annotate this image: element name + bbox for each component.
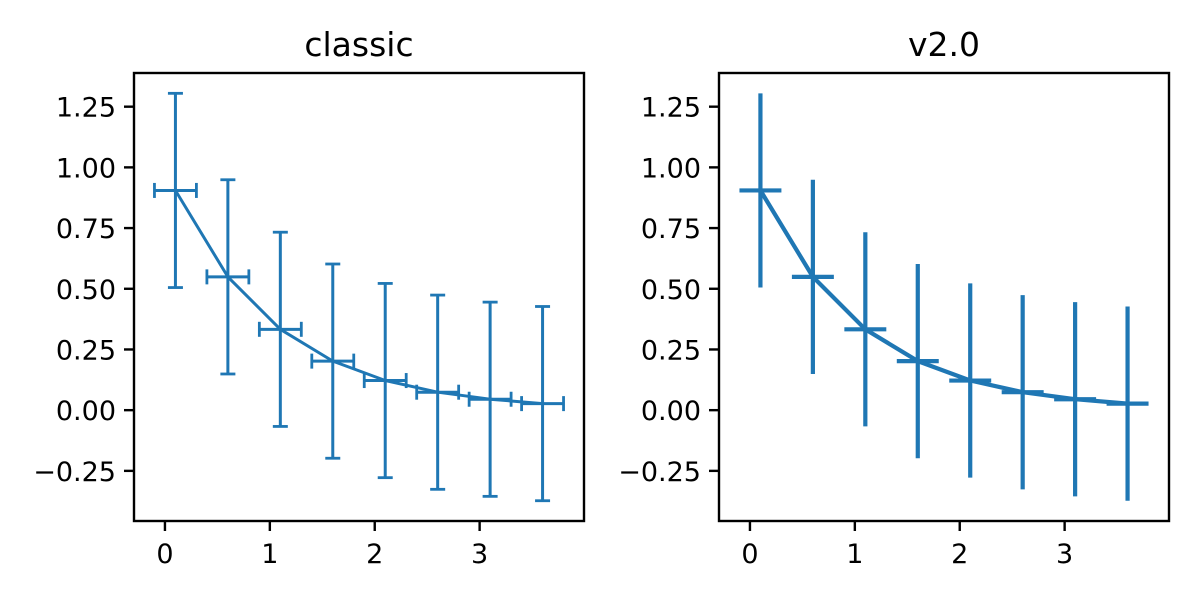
v2-y-tick-label: 1.25 bbox=[641, 93, 701, 124]
v2-axes-frame bbox=[717, 71, 1171, 523]
classic-y-tick-label: 0.00 bbox=[56, 396, 116, 427]
subplot-classic-title: classic bbox=[304, 25, 413, 64]
v2-errorbars bbox=[739, 93, 1149, 501]
classic-y-tick-label: 0.25 bbox=[56, 335, 116, 366]
v2-data-line bbox=[758, 189, 1128, 406]
classic-axes-frame bbox=[132, 71, 586, 523]
v2-x-tick-label: 1 bbox=[846, 539, 863, 570]
classic-x-tick-label: 3 bbox=[471, 539, 488, 570]
classic-data-line bbox=[174, 189, 543, 406]
v2-y-tick-label: 0.00 bbox=[641, 396, 701, 427]
subplot-v2-title: v2.0 bbox=[908, 25, 980, 64]
classic-y-tick-label: 0.75 bbox=[56, 214, 116, 245]
v2-y-tick-label: 0.50 bbox=[641, 275, 701, 306]
subplot-classic: 0 1 2 3 −0.25 0.00 0.25 0.50 0.75 1.00 1.25 bbox=[33, 71, 586, 570]
v2-y-tick-label: 0.75 bbox=[641, 214, 701, 245]
v2-y-tick-label: 0.25 bbox=[641, 335, 701, 366]
classic-x-tick-label: 0 bbox=[156, 539, 173, 570]
v2-y-tick-label: 1.00 bbox=[641, 153, 701, 184]
classic-y-tick-label: 1.00 bbox=[56, 153, 116, 184]
classic-y-tick-label: 1.25 bbox=[56, 93, 116, 124]
classic-y-tick-label: −0.25 bbox=[33, 457, 116, 488]
subplot-v2: 0 1 2 3 −0.25 0.00 0.25 0.50 0.75 1.00 1.25 bbox=[618, 71, 1171, 570]
classic-x-tick-label: 2 bbox=[366, 539, 383, 570]
v2-x-tick-label: 3 bbox=[1056, 539, 1073, 570]
classic-errorbars bbox=[153, 91, 565, 503]
v2-y-tick-label: −0.25 bbox=[618, 457, 701, 488]
classic-x-tick-label: 1 bbox=[261, 539, 278, 570]
v2-x-tick-label: 2 bbox=[951, 539, 968, 570]
v2-x-tick-label: 0 bbox=[741, 539, 758, 570]
classic-y-tick-label: 0.50 bbox=[56, 275, 116, 306]
